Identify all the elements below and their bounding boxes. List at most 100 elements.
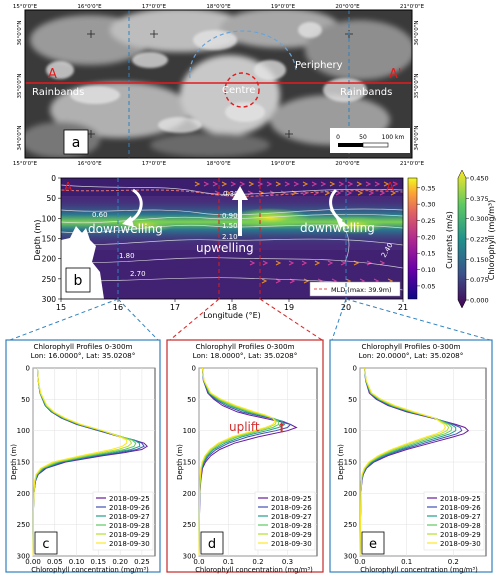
- panel-c-letter: c: [42, 537, 49, 552]
- section-x-tick-label: 20: [341, 303, 351, 312]
- panel-e-box: [361, 531, 385, 555]
- periphery-label: Periphery: [295, 60, 343, 71]
- chlorophyll-tick-label: 0.075: [470, 276, 489, 284]
- panel-d-border: [166, 339, 324, 573]
- profile-y-tick-label: 100: [344, 427, 357, 435]
- sat-lon-top-tick: 17°0'0"E: [142, 4, 167, 10]
- legend-entry: 2018-09-28: [271, 522, 312, 530]
- profile-y-tick-label: 200: [344, 490, 357, 498]
- chlorophyll-tick-label: 0.150: [470, 256, 489, 264]
- panel-d-box: [200, 531, 224, 555]
- profile-y-tick-label: 300: [344, 553, 357, 561]
- legend-entry: 2018-09-25: [109, 495, 150, 503]
- profile-x-tick-label: 0.20: [112, 558, 128, 566]
- profile-subtitle: Lon: 20.0000°, Lat: 35.0208°: [359, 351, 464, 360]
- profile-y-tick-label: 250: [344, 521, 357, 529]
- chlorophyll-tick-label: 0.300: [470, 215, 489, 223]
- profile-y-tick-label: 50: [187, 396, 196, 404]
- legend-entry: 2018-09-29: [440, 531, 481, 539]
- downwelling-left-label: downwelling: [88, 222, 163, 236]
- downwelling-right-label: downwelling: [300, 221, 375, 235]
- contour-label-090: 0.90: [222, 212, 238, 220]
- legend-entry: 2018-09-30: [440, 540, 481, 548]
- profile-x-tick-label: 0.2: [252, 558, 263, 566]
- sat-lat-ticks: 36°0'0"N 36°0'0"N 35°0'0"N 35°0'0"N 34°0'0"N…: [17, 21, 420, 151]
- profile-x-tick-label: 0.25: [134, 558, 150, 566]
- legend-entry: 2018-09-25: [440, 495, 481, 503]
- section-x-tick-label: 16: [113, 303, 123, 312]
- currents-colorbar: [407, 177, 418, 300]
- section-y-label: Depth (m): [33, 220, 42, 261]
- profile-y-label: Depth (m): [337, 444, 345, 480]
- sat-lat-left-tick: 34°0'0"N: [17, 126, 23, 151]
- profile-y-tick-label: 300: [183, 553, 196, 561]
- profile-x-tick-label: 0.1: [223, 558, 234, 566]
- currents-colorbar-ticks: 0.05 0.10 0.15 0.20 0.25 0.30 0.35: [417, 184, 435, 290]
- profile-legend: [423, 491, 485, 551]
- panel-e-border: [329, 339, 493, 573]
- panel-b-box: [65, 267, 91, 293]
- profile-x-tick-label: 0.2: [448, 558, 459, 566]
- profile-series-2018-09-30: [198, 367, 276, 557]
- section-y-tick-label: 250: [42, 275, 57, 284]
- currents-tick-label: 0.35: [421, 184, 435, 192]
- profile-x-tick-label: 0.05: [47, 558, 63, 566]
- chlorophyll-colorbar-ticks: 0.000 0.075 0.150 0.225 0.300 0.375 0.450: [466, 175, 489, 305]
- panel-e-letter: e: [369, 537, 377, 552]
- section-x-tick-label: 17: [170, 303, 180, 312]
- profile-x-tick-label: 0.15: [91, 558, 107, 566]
- profile-legend: [254, 491, 316, 551]
- sat-lon-ticks-bottom: 15°0'0"E 16°0'0"E 17°0'0"E 18°0'0"E 19°0'0"E…: [13, 161, 425, 167]
- section-y-tick-label: 200: [42, 255, 57, 264]
- contour-label-030: 0.30: [223, 190, 239, 198]
- currents-tick-label: 0.20: [421, 233, 435, 241]
- contour-label-210: 2.10: [222, 233, 238, 241]
- sat-lon-bottom-tick: 16°0'0"E: [77, 161, 102, 167]
- sat-lat-left-tick: 35°0'0"N: [17, 74, 23, 99]
- profile-y-tick-label: 0: [192, 365, 196, 373]
- rainbands-left-label: Rainbands: [32, 87, 84, 98]
- section-panel: 0.30 0.60 0.90 1.50 2.10 1.80 2.70 2.40 …: [33, 169, 496, 320]
- profile-y-tick-label: 250: [183, 521, 196, 529]
- panel-d-letter: d: [208, 537, 216, 552]
- rainbands-right-label: Rainbands: [340, 87, 392, 98]
- panel-c-border: [5, 339, 161, 573]
- legend-entry: 2018-09-27: [109, 513, 150, 521]
- profile-title: Chlorophyll Profiles 0-300m: [361, 342, 460, 351]
- section-y-tick-label: 150: [42, 235, 57, 244]
- section-a-prime-label: A': [386, 180, 398, 194]
- contour-label-150: 1.50: [222, 222, 238, 230]
- profile-x-label: Chlorophyll concentration (mg/m³): [360, 566, 478, 574]
- section-x-tick-label: 18: [227, 303, 237, 312]
- mld-line: [61, 189, 403, 197]
- section-x-tick-label: 21: [398, 303, 408, 312]
- profile-x-label: Chlorophyll concentration (mg/m³): [195, 566, 313, 574]
- profile-title: Chlorophyll Profiles 0-300m: [195, 342, 294, 351]
- profile-y-tick-label: 100: [17, 427, 30, 435]
- profile-subtitle: Lon: 18.0000°, Lat: 35.0208°: [193, 351, 298, 360]
- sat-lat-left-tick: 36°0'0"N: [17, 21, 23, 46]
- section-start-label: A: [48, 67, 57, 82]
- section-x-tick-label: 15: [56, 303, 66, 312]
- mld-legend: [309, 281, 401, 297]
- scale-label-100: 100 km: [382, 134, 405, 141]
- sat-lon-bottom-tick: 18°0'0"E: [206, 161, 231, 167]
- profile-title: Chlorophyll Profiles 0-300m: [33, 342, 132, 351]
- contour-label-060: 0.60: [92, 211, 108, 219]
- legend-entry: 2018-09-29: [109, 531, 150, 539]
- connector-lines: [9, 298, 491, 341]
- legend-entry: 2018-09-28: [109, 522, 150, 530]
- currents-tick-label: 0.05: [421, 282, 435, 290]
- panel-b-letter: b: [74, 273, 83, 289]
- profile-y-tick-label: 200: [183, 490, 196, 498]
- section-x-label: Longitude (°E): [203, 311, 261, 320]
- currents-tick-label: 0.30: [421, 201, 435, 209]
- profile-y-tick-label: 200: [17, 490, 30, 498]
- legend-entry: 2018-09-25: [271, 495, 312, 503]
- uplift-annotation: uplift: [229, 420, 260, 434]
- chlorophyll-tick-label: 0.450: [470, 175, 489, 183]
- contour-label-270: 2.70: [130, 270, 146, 278]
- legend-entry: 2018-09-29: [271, 531, 312, 539]
